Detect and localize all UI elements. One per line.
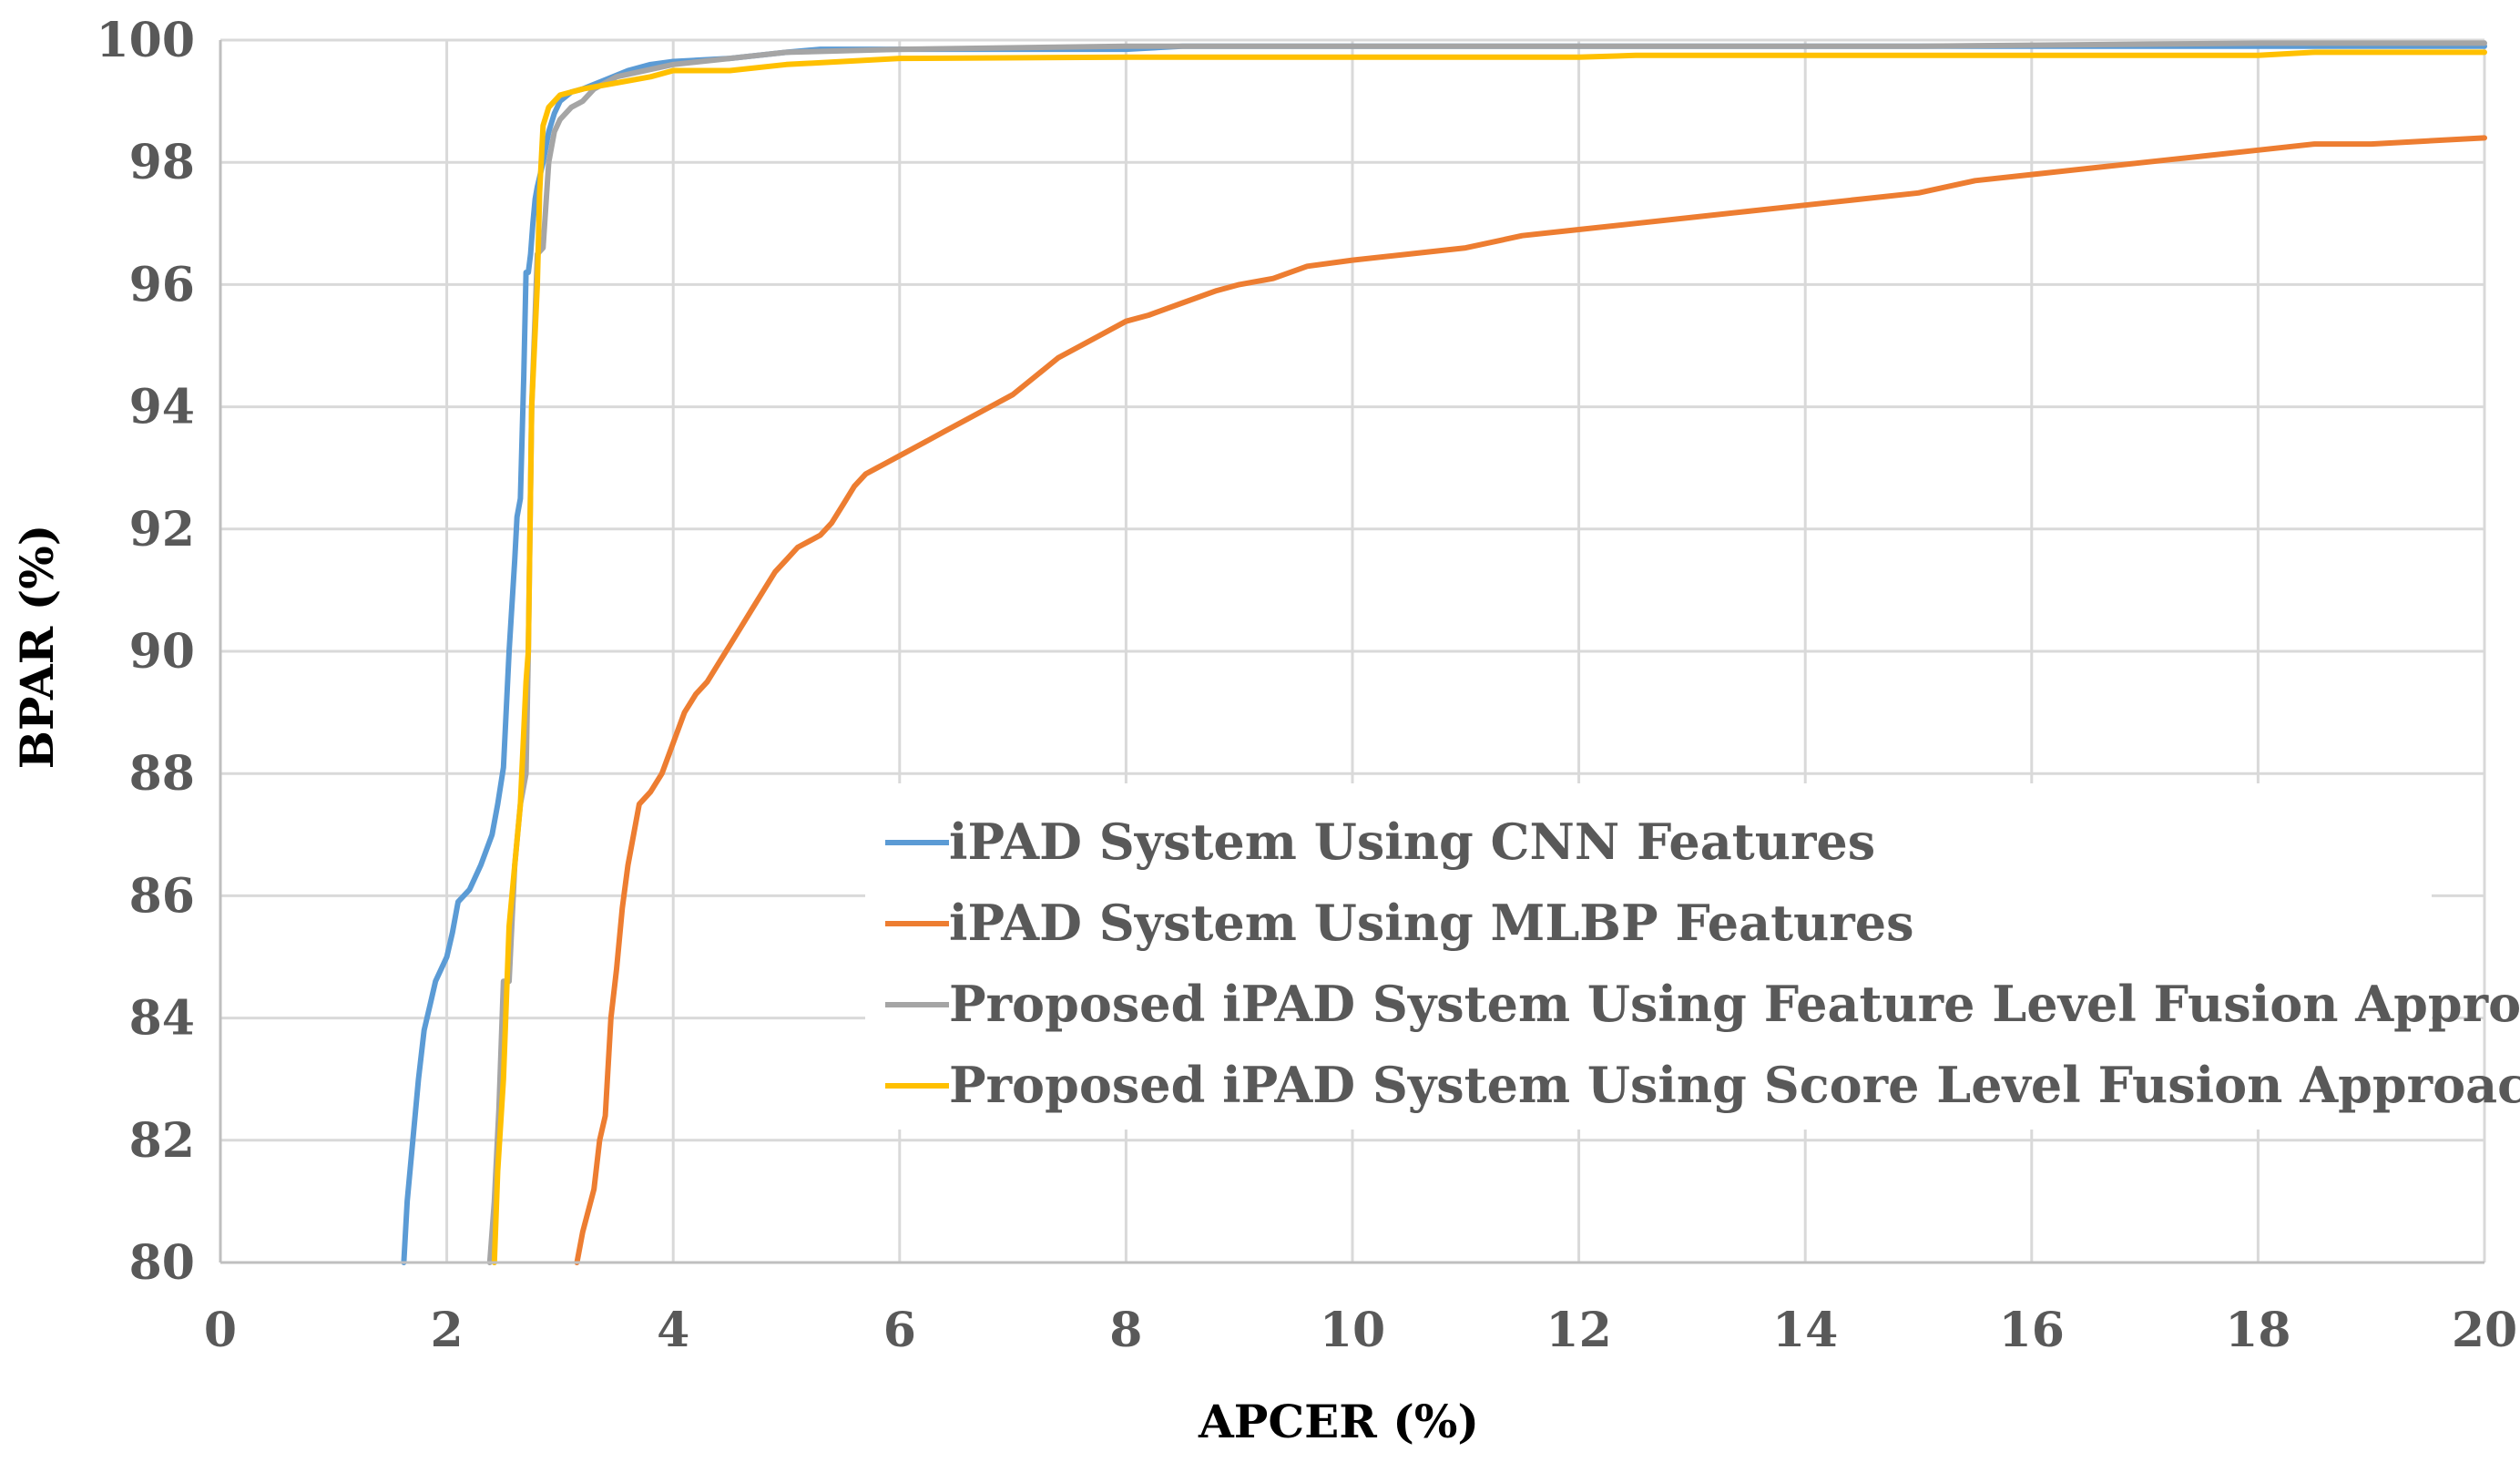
y-tick-label: 84	[129, 991, 195, 1047]
legend: iPAD System Using CNN Features iPAD Syste…	[865, 783, 2520, 1130]
x-tick-label: 18	[2225, 1303, 2290, 1358]
series-lines	[401, 40, 2487, 1265]
y-tick-label: 82	[129, 1113, 195, 1169]
x-axis-title: APCER (%)	[1198, 1395, 1479, 1448]
x-tick-label: 10	[1320, 1303, 1385, 1358]
series-line-2	[574, 135, 2487, 1265]
x-tick-label: 20	[2452, 1303, 2517, 1358]
y-tick-label: 94	[129, 380, 195, 435]
x-tick-label: 8	[1109, 1303, 1142, 1358]
y-tick-label: 88	[129, 746, 195, 802]
legend-background	[865, 783, 2432, 1130]
y-tick-label: 92	[129, 502, 195, 557]
x-tick-labels: 0 2 4 6 8 10 12 14 16 18 20	[204, 1303, 2517, 1358]
series-line-4	[491, 49, 2487, 1265]
legend-label: iPAD System Using CNN Features	[949, 813, 1875, 871]
legend-label: Proposed iPAD System Using Feature Level…	[949, 975, 2520, 1033]
legend-label: iPAD System Using MLBP Features	[949, 894, 1914, 952]
y-tick-label: 100	[96, 13, 195, 68]
axes	[219, 40, 2484, 1264]
y-axis-title: BPAR (%)	[10, 525, 64, 770]
y-tick-label: 80	[129, 1235, 195, 1291]
y-tick-label: 96	[129, 257, 195, 312]
x-tick-label: 0	[204, 1303, 237, 1358]
y-tick-label: 90	[129, 624, 195, 680]
y-tick-label: 98	[129, 135, 195, 190]
x-tick-label: 12	[1546, 1303, 1611, 1358]
legend-label: Proposed iPAD System Using Score Level F…	[949, 1056, 2520, 1114]
y-tick-labels: 80 82 84 86 88 90 92 94 96 98 100	[96, 13, 195, 1291]
x-tick-label: 14	[1772, 1303, 1838, 1358]
x-tick-label: 4	[657, 1303, 689, 1358]
y-tick-label: 86	[129, 868, 195, 924]
x-tick-label: 16	[1999, 1303, 2065, 1358]
x-tick-label: 2	[431, 1303, 464, 1358]
x-tick-label: 6	[883, 1303, 916, 1358]
